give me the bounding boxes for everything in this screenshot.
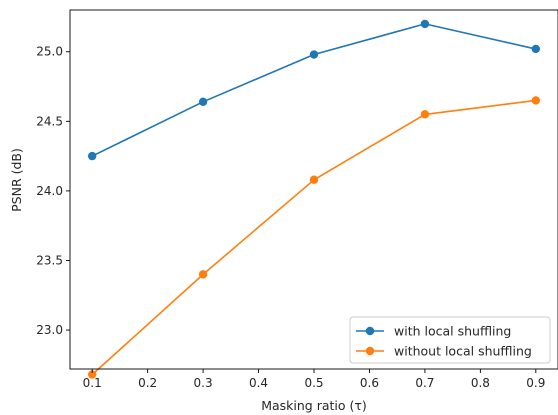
- series-layer: [87, 19, 541, 379]
- legend-label-1: without local shuffling: [394, 344, 532, 359]
- y-tick-label-4: 25.0: [36, 45, 63, 59]
- data-point-0-4: [531, 44, 541, 54]
- data-point-1-3: [420, 110, 430, 119]
- x-tick-label-8: 0.9: [526, 376, 545, 390]
- x-tick-label-2: 0.3: [194, 376, 213, 390]
- y-tick-label-2: 24.0: [36, 184, 63, 198]
- y-axis-label: PSNR (dB): [9, 148, 24, 212]
- data-point-1-1: [198, 270, 208, 279]
- legend-box: [349, 316, 551, 364]
- data-point-0-0: [87, 151, 97, 161]
- y-tick-label-1: 23.5: [36, 253, 63, 267]
- data-point-1-2: [309, 175, 319, 184]
- data-point-1-0: [87, 370, 97, 379]
- y-tick-label-3: 24.5: [36, 114, 63, 128]
- x-tick-label-4: 0.5: [304, 376, 323, 390]
- legend-label-0: with local shuffling: [394, 324, 511, 339]
- series-line-0: [91, 23, 537, 158]
- x-tick-label-7: 0.8: [471, 376, 490, 390]
- data-point-0-3: [420, 19, 430, 29]
- x-axis-label: Masking ratio (τ): [261, 398, 367, 413]
- legend-swatch-marker-1: [365, 346, 375, 356]
- x-tick-label-3: 0.4: [249, 376, 268, 390]
- data-point-1-4: [531, 96, 541, 105]
- axes-layer: 0.1 0.2 0.3 0.4 0.5 0.6 0.7 0.8 0.9 23.0 23.5 24.0 2…: [36, 9, 558, 390]
- y-tick-label-0: 23.0: [36, 323, 63, 337]
- legend-swatch-marker-0: [365, 326, 375, 336]
- data-point-0-2: [309, 50, 319, 59]
- x-tick-label-1: 0.2: [138, 376, 157, 390]
- x-tick-label-0: 0.1: [83, 376, 102, 390]
- legend: with local shuffling without local shuffl…: [349, 316, 551, 364]
- x-tick-label-5: 0.6: [360, 376, 379, 390]
- data-point-0-1: [198, 97, 208, 107]
- x-tick-label-6: 0.7: [415, 376, 434, 390]
- axes-frame: [69, 9, 558, 370]
